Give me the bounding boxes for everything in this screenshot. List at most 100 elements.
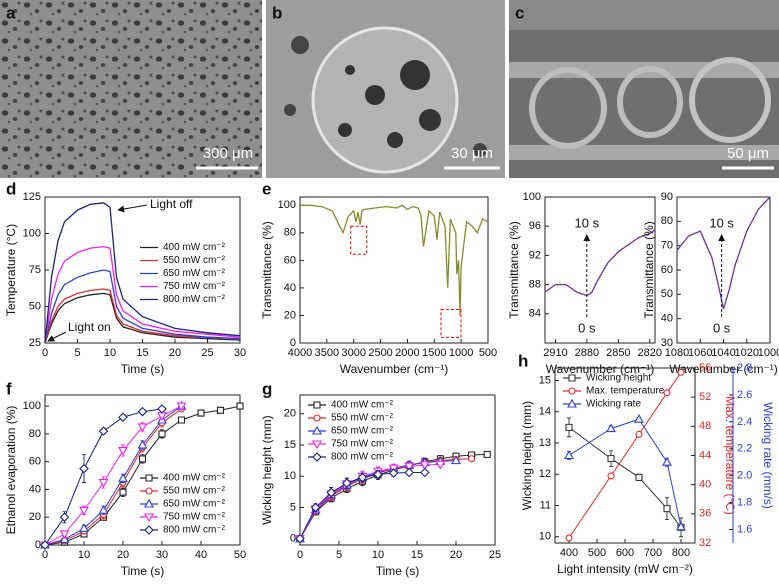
legend-label: 800 mW cm⁻² (163, 294, 226, 305)
y-tick-label: 56 (699, 362, 711, 374)
marker (98, 426, 109, 436)
y-tick-label: 75 (29, 264, 41, 276)
x-tick-label: 500 (479, 347, 497, 359)
x-axis-label: Light intensity (mW cm⁻²) (557, 562, 693, 576)
marker (177, 416, 186, 424)
y-tick-label: 15 (284, 439, 296, 451)
y-tick-label: 84 (529, 308, 541, 320)
scale-label: 300 μm (203, 145, 253, 162)
legend-label: 800 mW cm⁻² (331, 452, 394, 463)
marker (158, 430, 166, 438)
marker (118, 447, 128, 456)
legend-label: 650 mW cm⁻² (331, 426, 394, 437)
y-tick-label: 1.8 (737, 497, 752, 509)
x-tick-label: 1500 (422, 347, 446, 359)
y-tick-label: 40 (29, 483, 41, 495)
marker (419, 461, 430, 471)
y-tick-label: 32 (699, 537, 711, 549)
legend-label: 550 mW cm⁻² (331, 413, 394, 424)
y-tick-label: 52 (699, 391, 711, 403)
x-tick-label: 1020 (735, 347, 759, 359)
y-axis-label: Ethanol evaporation (%) (4, 406, 18, 535)
marker (236, 402, 244, 410)
x-tick-label: 800 (672, 547, 690, 559)
marker (59, 530, 70, 539)
series-line (44, 405, 182, 546)
marker (40, 540, 50, 550)
legend-label: 550 mW cm⁻² (163, 255, 226, 266)
x-tick-label: 15 (136, 347, 148, 359)
y-tick-label: 88 (529, 279, 541, 291)
y-tick-label: 30 (661, 337, 673, 349)
x-axis-label: Wavenumber (cm⁻¹) (340, 362, 449, 376)
x-tick-label: 20 (117, 549, 129, 561)
y-tick-label: 2.6 (737, 389, 752, 401)
marker (677, 368, 685, 376)
y-tick-label: 2.8 (737, 362, 752, 374)
marker (635, 473, 643, 481)
y-tick-label: 25 (29, 337, 41, 349)
x-tick-label: 4000 (288, 347, 312, 359)
legend-marker (312, 452, 322, 462)
panel-label: f (6, 379, 12, 398)
x-tick-label: 700 (644, 547, 662, 559)
plot-frame (299, 394, 496, 546)
x-tick-label: 3500 (315, 347, 339, 359)
panel-label: e (262, 179, 271, 198)
panel-label: d (6, 179, 16, 198)
series-line (299, 463, 441, 540)
marker (197, 409, 205, 417)
y-tick-label: 0 (290, 337, 296, 349)
x-tick-label: 2880 (575, 347, 599, 359)
x-tick-label: 400 (560, 547, 578, 559)
marker (137, 406, 148, 417)
legend-label: 750 mW cm⁻² (331, 439, 394, 450)
marker (176, 402, 187, 412)
y-tick-label: 80 (284, 227, 296, 239)
panel-label: g (262, 379, 272, 398)
marker (119, 488, 127, 496)
panel-label: b (272, 3, 282, 22)
x-tick-label: 5 (74, 347, 80, 359)
legend-marker (144, 513, 154, 523)
annotation: 10 s (709, 215, 734, 230)
x-axis-label: Time (s) (121, 362, 165, 376)
x-tick-label: 3000 (341, 347, 365, 359)
marker (295, 533, 305, 544)
y-tick-label: 90 (661, 191, 673, 203)
y-tick-label: 40 (699, 479, 711, 491)
legend-label: 550 mW cm⁻² (163, 486, 226, 497)
legend-label: 750 mW cm⁻² (163, 512, 226, 523)
panel-label: c (515, 3, 524, 22)
y-tick-label: 100 (523, 191, 541, 203)
marker (663, 505, 671, 513)
x-axis-label: Wavenumber (cm⁻¹) (546, 362, 655, 376)
legend-marker (145, 487, 153, 495)
legend-marker (567, 398, 577, 408)
legend-label: 800 mW cm⁻² (163, 525, 226, 536)
x-tick-label: 50 (234, 549, 246, 561)
x-tick-label: 500 (588, 547, 606, 559)
y-tick-label: 20 (284, 309, 296, 321)
annotation: 0 s (713, 320, 731, 335)
marker (98, 478, 109, 488)
marker (420, 467, 430, 478)
legend-marker (144, 525, 154, 535)
y-tick-label: 2.0 (737, 470, 752, 482)
x-tick-label: 1040 (711, 347, 735, 359)
marker (342, 478, 352, 488)
y-tick-label: 48 (699, 420, 711, 432)
x-tick-label: 5 (336, 549, 342, 561)
y-tick-label: 100 (278, 199, 296, 211)
legend-label: 650 mW cm⁻² (163, 499, 226, 510)
marker (435, 460, 446, 470)
y-tick-label: 2.4 (737, 416, 752, 428)
marker (373, 469, 383, 480)
x-tick-label: 600 (616, 547, 634, 559)
y-axis-label: Wicking rate (mm/s) (761, 402, 775, 509)
y-tick-label: 15 (539, 374, 551, 386)
y-tick-label: 60 (284, 254, 296, 266)
x-tick-label: 40 (195, 549, 207, 561)
y-tick-label: 10 (539, 531, 551, 543)
panel-label: a (6, 3, 16, 22)
